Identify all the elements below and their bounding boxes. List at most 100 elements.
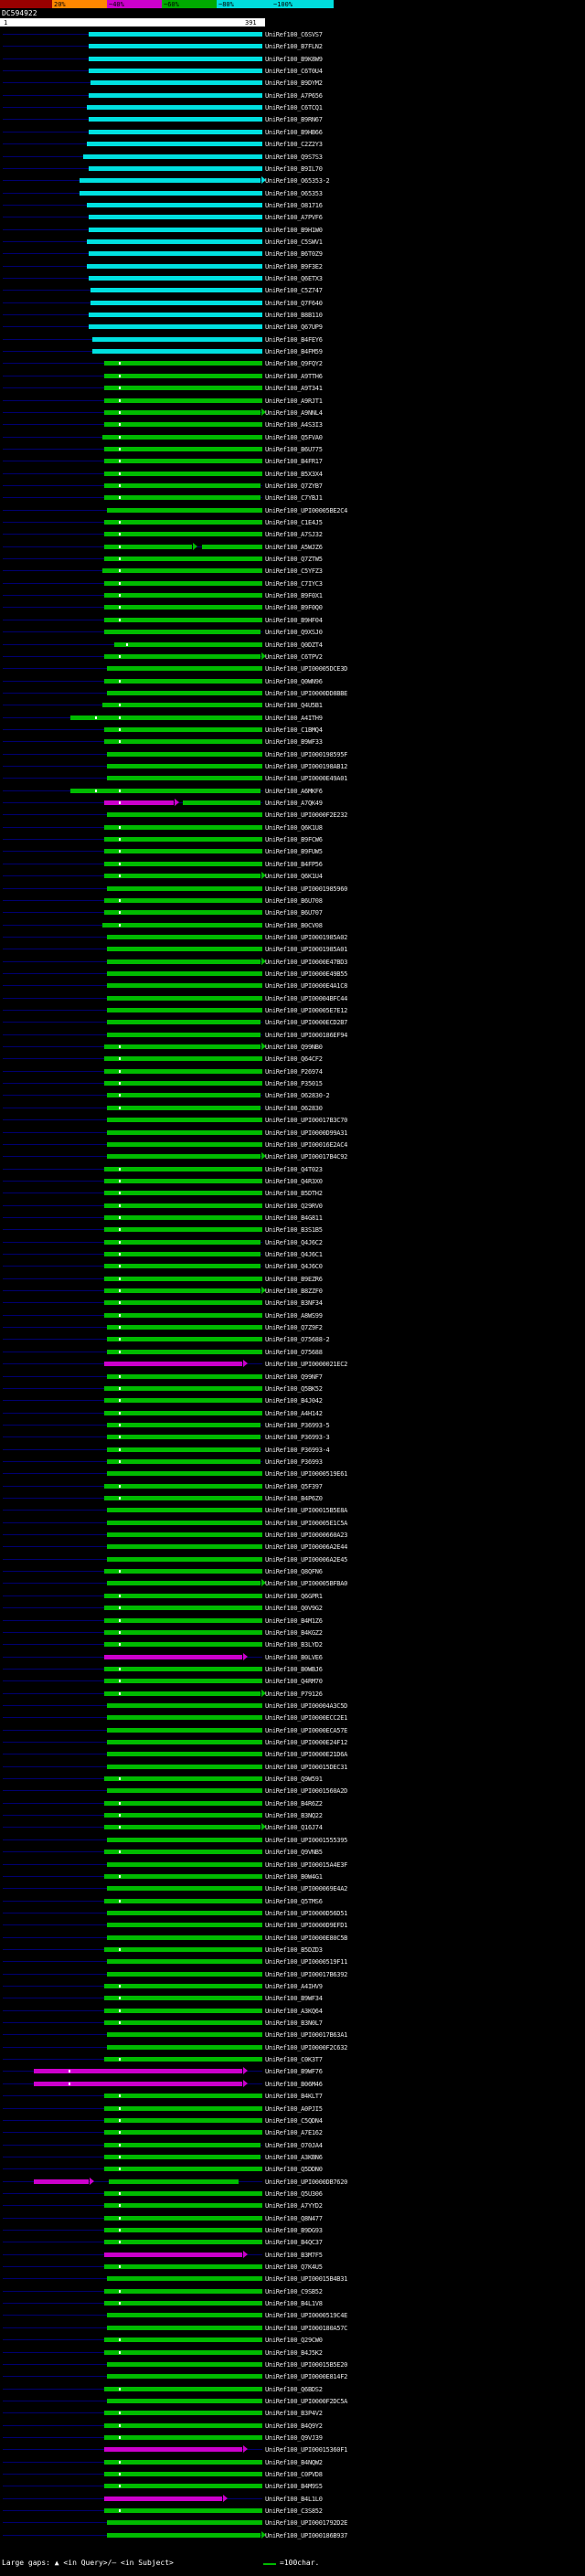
- hit-label[interactable]: UniRef100_Q9VNB5: [265, 1849, 323, 1857]
- hit-label[interactable]: UniRef100_UPI00017B6392: [265, 1970, 348, 1978]
- alignment-bar[interactable]: [104, 800, 175, 806]
- hit-label[interactable]: UniRef100_Q5F397: [265, 1482, 323, 1490]
- hit-label[interactable]: UniRef100_B4G811: [265, 1214, 323, 1222]
- hit-label[interactable]: UniRef100_A4ITH9: [265, 714, 323, 722]
- alignment-bar[interactable]: [104, 2508, 262, 2514]
- hit-label[interactable]: UniRef100_UPI0000F2C632: [265, 2043, 348, 2051]
- alignment-bar[interactable]: [106, 1581, 261, 1586]
- alignment-bar[interactable]: [104, 1252, 261, 1256]
- hit-label[interactable]: UniRef100_UPI0000ECD2B7: [265, 1019, 348, 1027]
- hit-label[interactable]: UniRef100_B4L1V8: [265, 2300, 323, 2308]
- alignment-bar[interactable]: [104, 678, 262, 684]
- alignment-bar[interactable]: [88, 165, 262, 171]
- alignment-bar[interactable]: [106, 1727, 262, 1733]
- alignment-bar[interactable]: [106, 1129, 262, 1135]
- hit-label[interactable]: UniRef100_B9F3E2: [265, 262, 323, 270]
- alignment-bar[interactable]: [106, 1861, 262, 1867]
- hit-label[interactable]: UniRef100_B4Q9Y2: [265, 2422, 323, 2430]
- alignment-bar[interactable]: [104, 2167, 262, 2172]
- hit-label[interactable]: UniRef100_C0K3T7: [265, 2056, 323, 2064]
- alignment-bar[interactable]: [101, 568, 262, 574]
- hit-label[interactable]: UniRef100_B9F0X1: [265, 592, 323, 600]
- alignment-bar[interactable]: [104, 409, 261, 415]
- alignment-bar[interactable]: [104, 557, 262, 562]
- hit-label[interactable]: UniRef100_UPI0000E814F2: [265, 2373, 348, 2381]
- alignment-bar[interactable]: [104, 849, 262, 854]
- hit-label[interactable]: UniRef100_Q4RM70: [265, 1678, 323, 1686]
- hit-label[interactable]: UniRef100_B4KGZ2: [265, 1628, 323, 1637]
- hit-label[interactable]: UniRef100_UPI00005E1C5A: [265, 1519, 348, 1527]
- alignment-bar[interactable]: [104, 1276, 262, 1281]
- hit-label[interactable]: UniRef100_B9EZR6: [265, 1275, 323, 1283]
- hit-label[interactable]: UniRef100_B8ZZF0: [265, 1288, 323, 1296]
- hit-label[interactable]: UniRef100_C9SB52: [265, 2287, 323, 2295]
- alignment-bar[interactable]: [91, 336, 262, 342]
- hit-label[interactable]: UniRef100_C5QDN4: [265, 2116, 323, 2125]
- hit-label[interactable]: UniRef100_UPI0001985960: [265, 885, 348, 893]
- alignment-bar[interactable]: [106, 1105, 261, 1110]
- hit-label[interactable]: UniRef100_Q9W591: [265, 1776, 323, 1784]
- hit-label[interactable]: UniRef100_B3N0L7: [265, 2019, 323, 2028]
- hit-label[interactable]: UniRef100_O70JA4: [265, 2141, 323, 2149]
- hit-label[interactable]: UniRef100_Q4U5B1: [265, 702, 323, 710]
- hit-label[interactable]: UniRef100_UPI00017B63A1: [265, 2031, 348, 2040]
- alignment-bar[interactable]: [104, 1081, 262, 1087]
- alignment-bar[interactable]: [104, 1410, 262, 1415]
- alignment-bar[interactable]: [88, 276, 262, 281]
- alignment-bar[interactable]: [106, 1458, 261, 1464]
- alignment-bar[interactable]: [104, 1800, 262, 1806]
- alignment-bar[interactable]: [106, 1032, 261, 1037]
- alignment-bar[interactable]: [104, 2142, 261, 2147]
- hit-label[interactable]: UniRef100_Q99NB0: [265, 1044, 323, 1052]
- hit-label[interactable]: UniRef100_UPI0000D9EFD1: [265, 1922, 348, 1930]
- alignment-bar[interactable]: [104, 1642, 262, 1648]
- alignment-bar[interactable]: [104, 2215, 262, 2221]
- alignment-bar[interactable]: [106, 666, 262, 672]
- hit-label[interactable]: UniRef100_O62830: [265, 1104, 323, 1112]
- hit-label[interactable]: UniRef100_B0W4G1: [265, 1872, 323, 1881]
- alignment-bar[interactable]: [106, 1910, 262, 1915]
- alignment-bar[interactable]: [104, 2459, 262, 2465]
- alignment-bar[interactable]: [104, 1569, 262, 1574]
- alignment-bar[interactable]: [88, 44, 262, 49]
- alignment-bar[interactable]: [88, 129, 262, 134]
- hit-label[interactable]: UniRef100_C0PVD8: [265, 2471, 323, 2478]
- alignment-bar[interactable]: [104, 2240, 262, 2245]
- hit-label[interactable]: UniRef100_UPI0000E24F12: [265, 1739, 348, 1746]
- alignment-bar[interactable]: [106, 1715, 262, 1721]
- hit-label[interactable]: UniRef100_Q29CW0: [265, 2337, 323, 2345]
- hit-label[interactable]: UniRef100_A3KQ64: [265, 2007, 323, 2015]
- alignment-bar[interactable]: [101, 434, 262, 440]
- alignment-bar[interactable]: [106, 776, 262, 781]
- hit-label[interactable]: UniRef100_A4S3I3: [265, 421, 323, 429]
- alignment-bar[interactable]: [104, 1203, 262, 1208]
- alignment-bar[interactable]: [104, 897, 262, 903]
- alignment-bar[interactable]: [106, 1141, 262, 1147]
- hit-label[interactable]: UniRef100_A7QK49: [265, 800, 323, 808]
- hit-label[interactable]: UniRef100_P36993: [265, 1458, 323, 1466]
- alignment-bar[interactable]: [104, 1984, 262, 1988]
- alignment-bar[interactable]: [104, 2057, 262, 2062]
- hit-label[interactable]: UniRef100_UPI00017B4C92: [265, 1153, 348, 1161]
- alignment-bar[interactable]: [104, 398, 262, 403]
- alignment-bar[interactable]: [104, 1068, 262, 1074]
- alignment-bar[interactable]: [106, 1008, 262, 1012]
- alignment-bar[interactable]: [106, 1788, 262, 1794]
- alignment-bar[interactable]: [104, 2203, 262, 2209]
- alignment-bar[interactable]: [34, 2069, 243, 2074]
- alignment-bar[interactable]: [106, 959, 261, 964]
- hit-label[interactable]: UniRef100_Q67UP9: [265, 323, 323, 332]
- alignment-bar[interactable]: [106, 2044, 262, 2050]
- hit-label[interactable]: UniRef100_C6TPV2: [265, 652, 323, 661]
- hit-label[interactable]: UniRef100_UPI000186B937: [265, 2531, 348, 2539]
- alignment-bar[interactable]: [104, 1654, 243, 1659]
- alignment-bar[interactable]: [104, 1496, 262, 1500]
- alignment-bar[interactable]: [113, 641, 262, 647]
- alignment-bar[interactable]: [104, 1300, 262, 1306]
- hit-label[interactable]: UniRef100_B4R6Z2: [265, 1799, 323, 1807]
- hit-label[interactable]: UniRef100_B0WBJ6: [265, 1665, 323, 1673]
- alignment-bar[interactable]: [106, 2032, 262, 2038]
- hit-label[interactable]: UniRef100_Q4J6C2: [265, 1238, 323, 1246]
- alignment-bar[interactable]: [104, 2288, 262, 2294]
- hit-label[interactable]: UniRef100_UPI0000D56D51: [265, 1909, 348, 1917]
